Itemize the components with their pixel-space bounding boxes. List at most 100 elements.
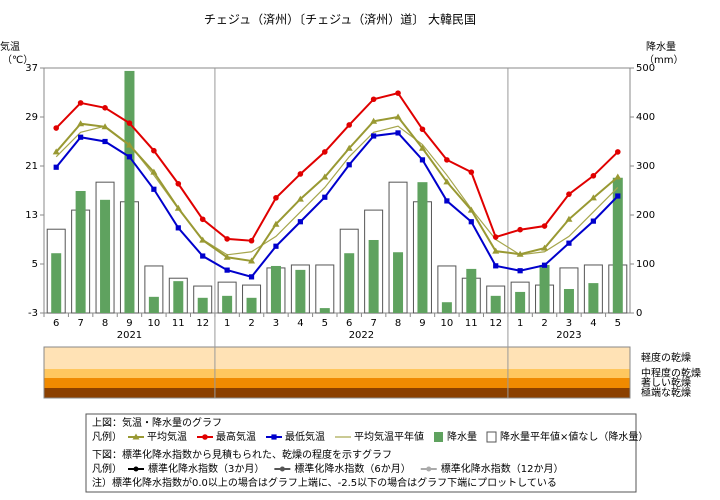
marker [614, 149, 621, 155]
marker [444, 157, 450, 163]
precip-bar [197, 297, 208, 313]
marker [321, 149, 328, 155]
x-tick-label: 6 [346, 318, 352, 329]
marker [541, 223, 548, 229]
marker [444, 198, 450, 204]
drought-band [44, 378, 630, 388]
marker [273, 243, 279, 249]
x-tick-label: 2 [541, 318, 547, 329]
y2-tick-label: 400 [636, 112, 655, 123]
precip-bar [588, 283, 599, 313]
precip-bar [51, 253, 62, 313]
precip-bar [563, 288, 574, 313]
marker [346, 122, 353, 128]
marker [102, 105, 108, 111]
band-label: 極端な乾燥 [641, 386, 691, 399]
marker [517, 226, 523, 233]
legend-box [85, 413, 637, 493]
x-tick-label: 12 [489, 318, 502, 329]
x-tick-label: 11 [465, 318, 478, 329]
y2-tick-label: 500 [636, 63, 655, 74]
y-tick-label: 29 [25, 112, 38, 123]
precip-bar [173, 281, 184, 313]
x-tick-label: 10 [441, 318, 454, 329]
precip-bar [319, 308, 330, 313]
legend-label: 最低気温 [285, 430, 325, 443]
precip-bar [490, 295, 501, 313]
marker [224, 236, 230, 242]
precip-bar [417, 182, 428, 313]
x-tick-label: 5 [615, 318, 621, 329]
x-tick-label: 9 [419, 318, 425, 329]
marker [394, 113, 402, 120]
marker [78, 134, 84, 140]
legend-label: 標準化降水指数（6か月） [294, 462, 410, 475]
marker [467, 206, 475, 213]
temp-line [55, 115, 619, 263]
legend-prefix: 凡例） [92, 430, 122, 443]
marker [200, 253, 206, 259]
year-label: 2023 [556, 330, 581, 341]
x-tick-label: 4 [297, 318, 303, 329]
marker [517, 268, 523, 274]
precip-bar [368, 239, 379, 313]
marker [419, 126, 426, 133]
marker [468, 169, 475, 175]
precip-bar [612, 177, 623, 313]
marker [419, 157, 426, 163]
y-axis-unit: （℃） [2, 54, 33, 66]
precip-bar [148, 296, 159, 313]
band-label: 中程度の乾燥 [641, 367, 701, 380]
marker [202, 434, 208, 440]
legend-prefix: 凡例） [92, 462, 122, 475]
marker [589, 194, 597, 201]
legend-label: 降水量平年値 [500, 430, 560, 443]
precip-bar [515, 291, 526, 313]
x-tick-label: 3 [566, 318, 572, 329]
y2-axis-label: 降水量 [646, 40, 676, 53]
precip-bar [344, 253, 355, 313]
marker [272, 220, 280, 227]
marker [151, 186, 157, 192]
legend-note: 注）標準化降水指数が0.0以上の場合はグラフ上端に、-2.5以下の場合はグラフ下… [92, 476, 557, 489]
marker [132, 433, 140, 440]
marker [370, 117, 378, 124]
x-tick-label: 5 [322, 318, 328, 329]
precip-bar [295, 269, 306, 313]
marker [126, 120, 133, 126]
precip-bar [441, 302, 452, 313]
legend-swatch [486, 431, 497, 443]
marker [174, 204, 182, 211]
x-tick-label: 11 [172, 318, 185, 329]
marker [199, 236, 207, 243]
x-tick-label: 8 [102, 318, 108, 329]
marker [516, 250, 524, 257]
band-label: 軽度の乾燥 [641, 351, 691, 364]
marker [297, 171, 304, 177]
marker [53, 125, 60, 131]
precip-bar [315, 264, 335, 314]
x-tick-label: 12 [196, 318, 209, 329]
legend-caption: 下図：標準化降水指数から見積もられた、乾燥の程度を示すグラフ [92, 448, 392, 461]
marker [224, 267, 230, 273]
year-label: 2022 [349, 330, 374, 341]
marker [296, 195, 304, 202]
marker [271, 434, 277, 440]
marker [565, 215, 573, 222]
band-label: 著しい乾燥 [641, 376, 691, 389]
x-tick-label: 4 [590, 318, 596, 329]
legend-marker [426, 466, 432, 472]
legend-marker [279, 466, 285, 472]
y-axis-label: 気温 [0, 40, 20, 53]
marker [53, 164, 59, 170]
marker [566, 240, 572, 246]
x-tick-label: 3 [273, 318, 279, 329]
x-tick-label: 7 [77, 318, 83, 329]
y-tick-label: -3 [28, 308, 38, 319]
marker [248, 257, 256, 264]
marker [370, 96, 377, 103]
legend-note: ×値なし（降水量） [560, 430, 648, 443]
legend-caption: 上図：気温・降水量のグラフ [92, 416, 222, 429]
marker [151, 147, 157, 154]
legend-label: 降水量 [447, 430, 477, 443]
